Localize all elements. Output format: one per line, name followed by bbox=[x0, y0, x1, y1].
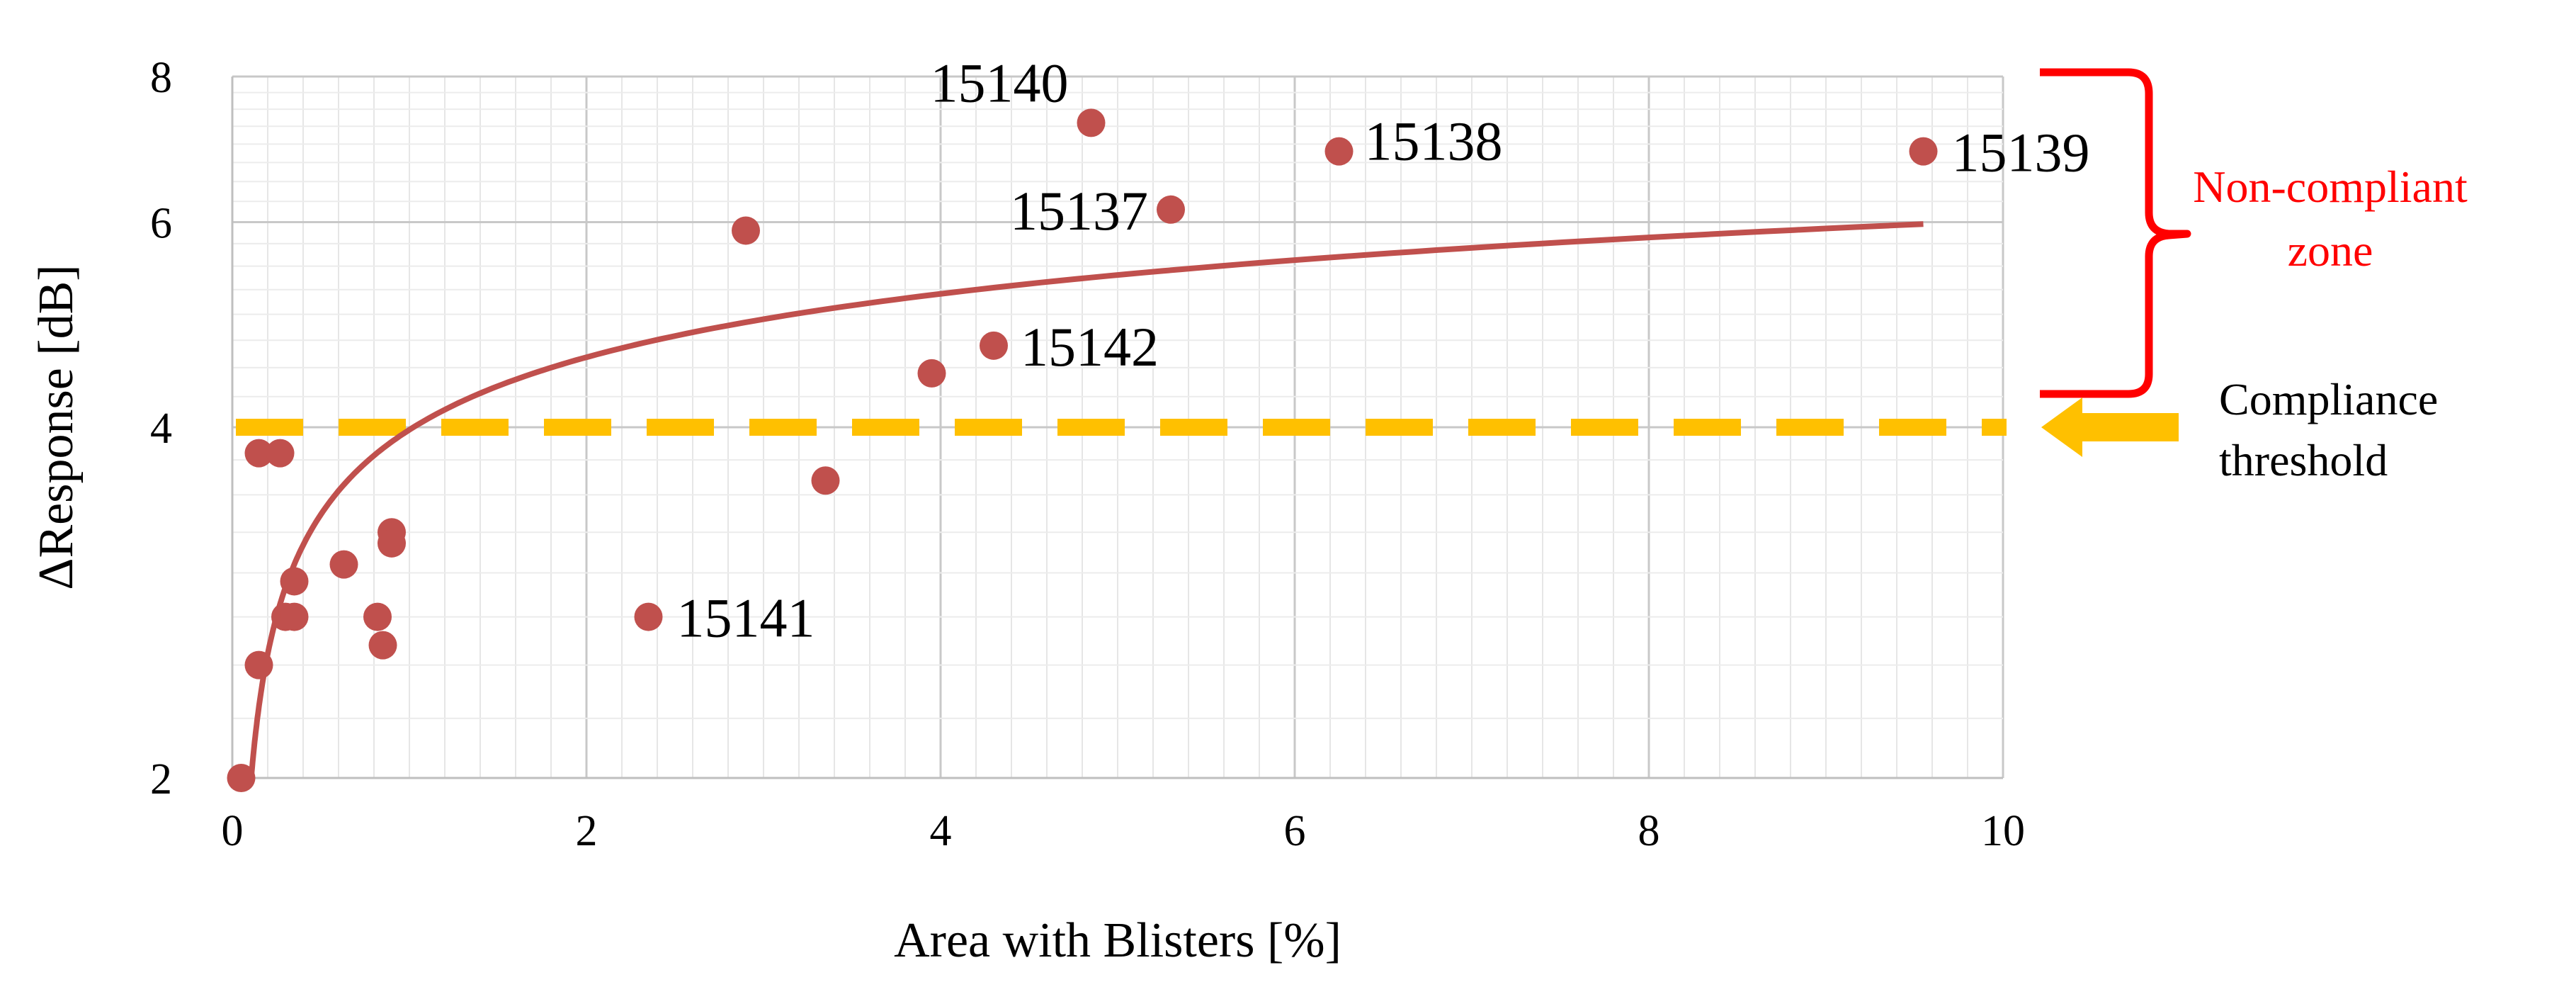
data-point bbox=[917, 359, 946, 388]
trend-line bbox=[246, 221, 1924, 781]
x-tick-label: 8 bbox=[1638, 807, 1660, 855]
data-point bbox=[1324, 137, 1354, 166]
data-point bbox=[980, 331, 1008, 360]
x-tick-label: 10 bbox=[1981, 807, 2025, 855]
point-label: 15139 bbox=[1952, 122, 2090, 184]
data-points bbox=[227, 108, 1938, 792]
tick-labels: 0 2 4 6 8 10 2 4 6 8 bbox=[150, 54, 2025, 855]
data-point bbox=[280, 602, 309, 631]
x-tick-label: 4 bbox=[930, 807, 952, 855]
noncompliant-label-zone: zone bbox=[2288, 225, 2373, 276]
data-point bbox=[266, 439, 295, 468]
data-point bbox=[329, 550, 358, 579]
data-point bbox=[227, 764, 256, 792]
x-tick-label: 0 bbox=[222, 807, 244, 855]
y-axis-title: ΔResponse [dB] bbox=[29, 264, 84, 590]
noncompliant-brace bbox=[2040, 68, 2191, 398]
y-tick-label: 6 bbox=[150, 199, 172, 247]
noncompliant-label: Non-compliant bbox=[2193, 162, 2468, 212]
data-point bbox=[280, 567, 309, 596]
data-point bbox=[368, 631, 397, 660]
data-point bbox=[811, 466, 840, 495]
point-label: 15140 bbox=[931, 52, 1069, 113]
y-tick-label: 4 bbox=[150, 405, 172, 453]
x-tick-label: 6 bbox=[1284, 807, 1306, 855]
data-point bbox=[634, 602, 663, 631]
point-label: 15141 bbox=[677, 587, 815, 649]
point-label: 15137 bbox=[1010, 180, 1148, 242]
point-label: 15142 bbox=[1021, 316, 1159, 378]
threshold-label: Compliance bbox=[2219, 374, 2438, 424]
x-tick-label: 2 bbox=[576, 807, 598, 855]
y-tick-label: 8 bbox=[150, 54, 172, 102]
axes bbox=[231, 77, 2003, 779]
point-labels: 15141 15142 15140 15137 15138 15139 bbox=[677, 52, 2090, 648]
data-point bbox=[1077, 108, 1106, 137]
data-point bbox=[378, 529, 406, 558]
x-axis-title: Area with Blisters [%] bbox=[894, 913, 1341, 968]
data-point bbox=[732, 216, 760, 245]
data-point bbox=[1909, 137, 1938, 166]
threshold-arrow-icon bbox=[2041, 397, 2179, 457]
data-point bbox=[244, 650, 273, 679]
data-point bbox=[363, 602, 392, 631]
point-label: 15138 bbox=[1365, 111, 1503, 172]
data-point bbox=[1157, 195, 1185, 224]
data-point bbox=[244, 439, 273, 468]
y-tick-label: 2 bbox=[150, 755, 172, 803]
threshold-label-2: threshold bbox=[2219, 435, 2388, 485]
